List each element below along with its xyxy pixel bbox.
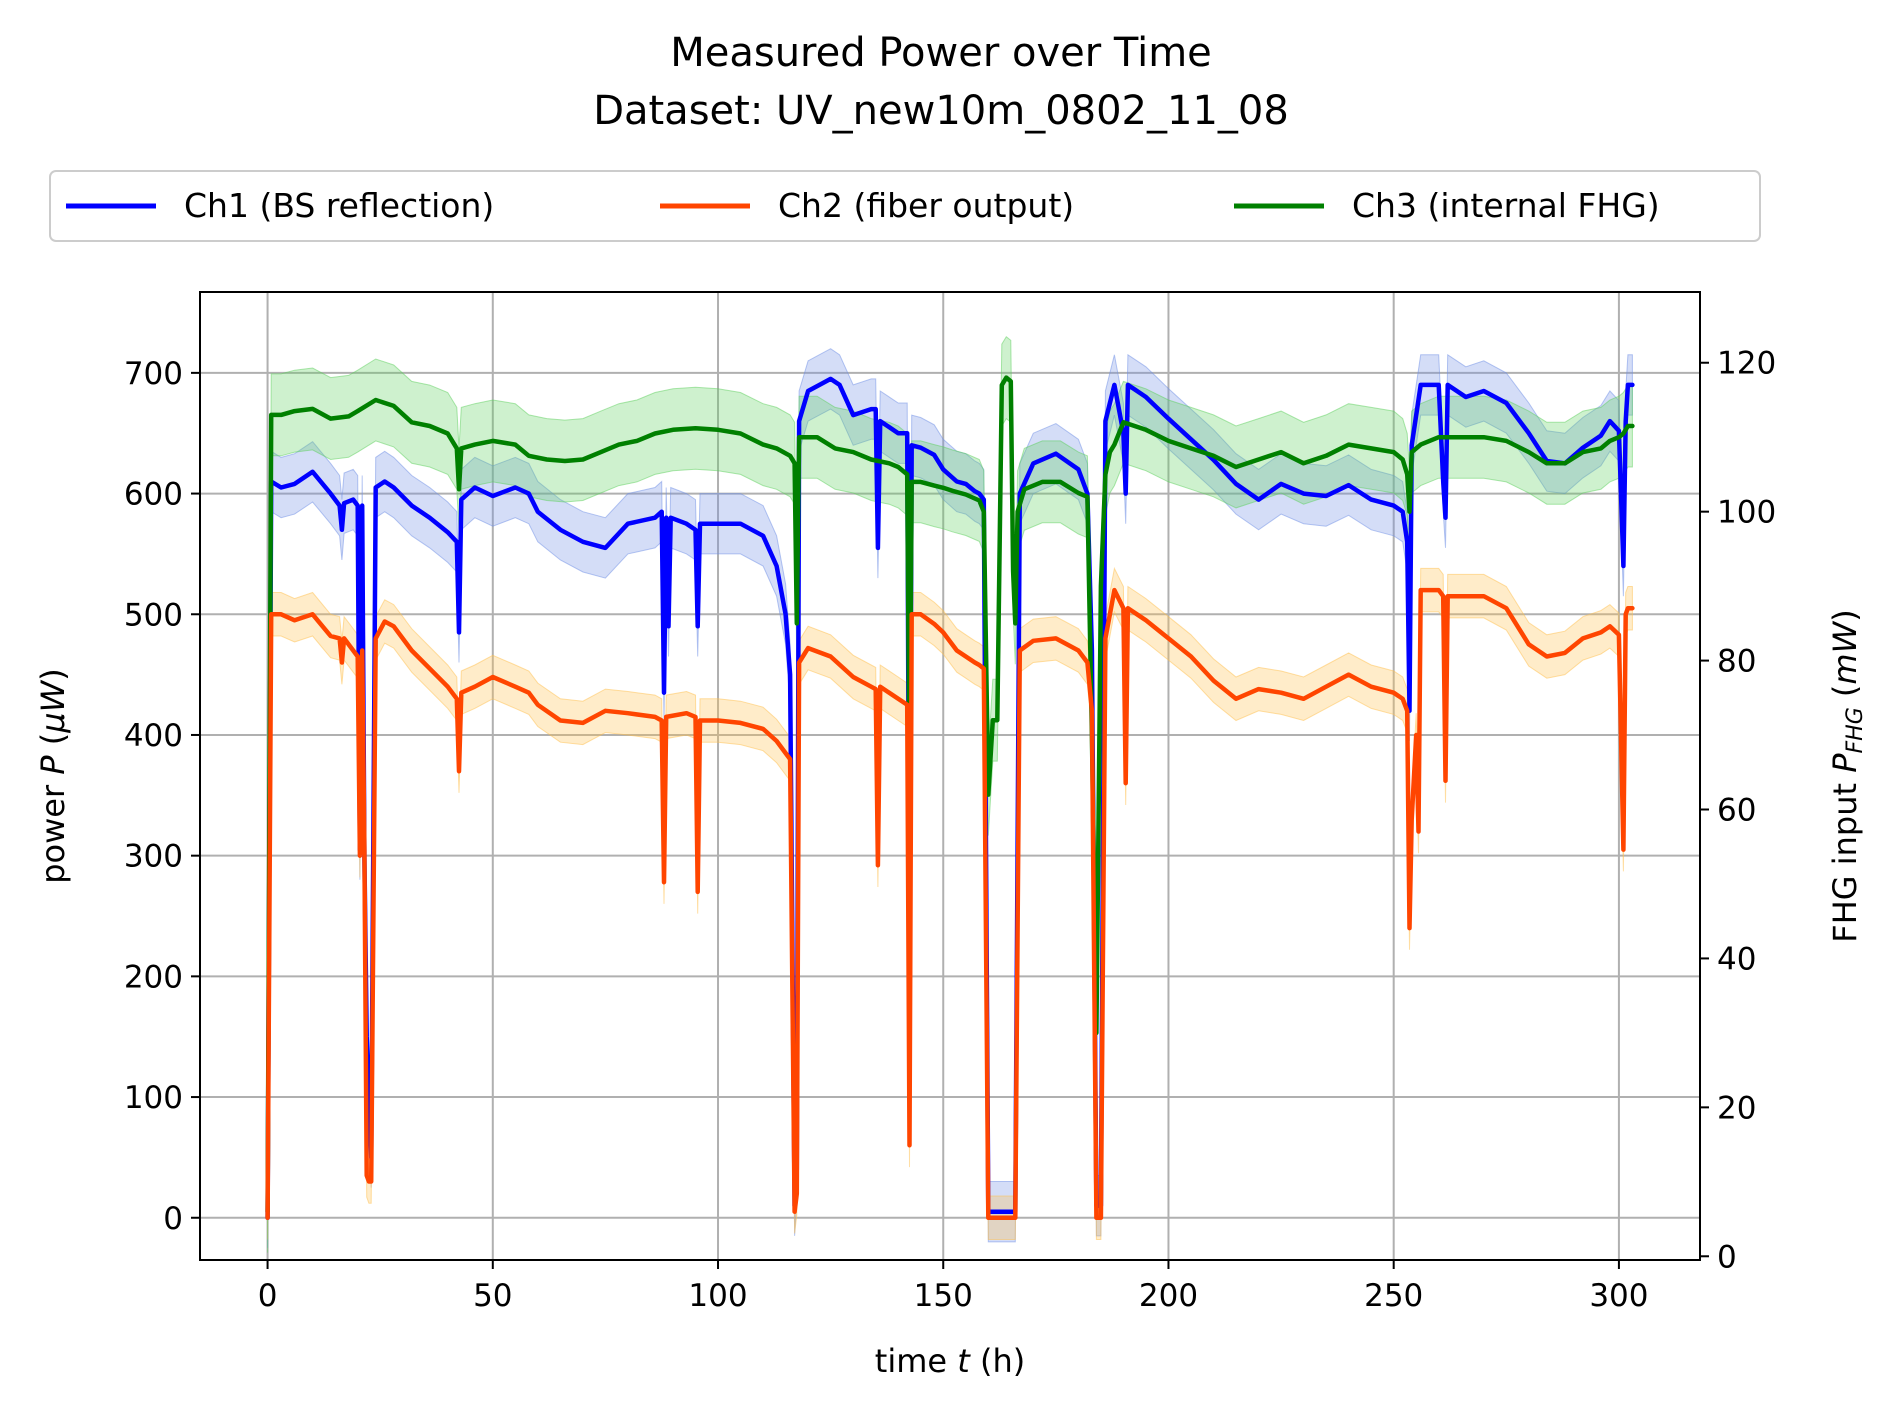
x-tick-label: 0 [258, 1278, 278, 1314]
y-tick-label: 300 [124, 839, 183, 875]
y2-tick-label: 40 [1717, 941, 1756, 977]
series-line-ch2-fiber-output [265, 587, 1635, 1221]
legend: Ch1 (BS reflection) Ch2 (fiber output) C… [49, 170, 1761, 242]
x-tick-label: 100 [688, 1278, 747, 1314]
y-tick-label: 400 [124, 718, 183, 754]
y2-tick-label: 0 [1717, 1239, 1737, 1275]
y-tick-label: 700 [124, 356, 183, 392]
y2-tick-label: 100 [1717, 495, 1776, 531]
y2-tick-label: 80 [1717, 644, 1756, 680]
y2-tick-label: 120 [1717, 346, 1776, 382]
legend-label-ch3: Ch3 (internal FHG) [1352, 186, 1660, 225]
chart-title: Measured Power over Time [670, 30, 1212, 76]
series-line-ch1-bs-reflection [265, 376, 1635, 1221]
y-axis-label-right: FHG input PFHG (mW) [1826, 609, 1868, 942]
legend-label-ch1: Ch1 (BS reflection) [184, 186, 494, 225]
grid [200, 292, 1700, 1260]
y-tick-label: 500 [124, 597, 183, 633]
y-axis-left: 0 100 200 300 400 500 600 700 [124, 356, 200, 1237]
x-tick-label: 250 [1364, 1278, 1423, 1314]
x-axis: 0 50 100 150 200 250 300 [258, 1260, 1649, 1314]
series-lines [265, 375, 1635, 1221]
y-axis-label-left: power P (μW) [34, 668, 72, 884]
y-tick-label: 0 [163, 1201, 183, 1237]
legend-frame [49, 170, 1761, 242]
series-line-ch3-internal-fhg [265, 375, 1635, 1214]
x-tick-label: 300 [1589, 1278, 1648, 1314]
x-tick-label: 200 [1139, 1278, 1198, 1314]
plot-background [200, 292, 1700, 1260]
y2-tick-label: 20 [1717, 1090, 1756, 1126]
x-tick-label: 150 [914, 1278, 973, 1314]
y-axis-right: 0 20 40 60 80 100 120 [1700, 346, 1776, 1275]
plot-area [199, 291, 1701, 1261]
x-axis-label: time t (h) [875, 1342, 1025, 1380]
y-tick-label: 100 [124, 1080, 183, 1116]
legend-label-ch2: Ch2 (fiber output) [778, 186, 1074, 225]
y-tick-label: 600 [124, 477, 183, 513]
x-tick-label: 50 [473, 1278, 512, 1314]
y-tick-label: 200 [124, 959, 183, 995]
plot-frame [199, 291, 1701, 1261]
y2-tick-label: 60 [1717, 793, 1756, 829]
chart-subtitle: Dataset: UV_new10m_0802_11_08 [593, 88, 1289, 134]
